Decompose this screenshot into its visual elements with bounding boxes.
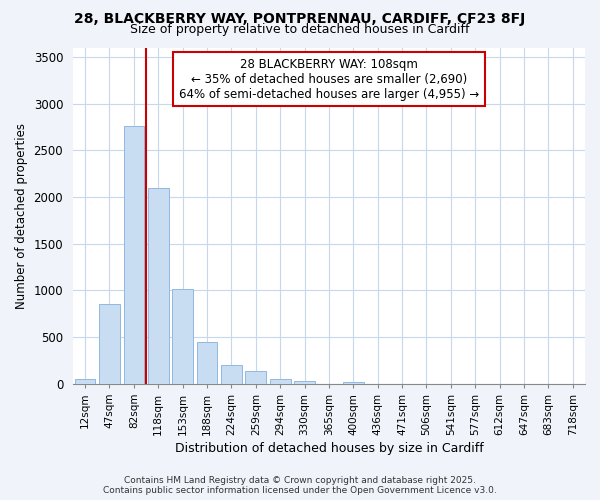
Text: Contains HM Land Registry data © Crown copyright and database right 2025.
Contai: Contains HM Land Registry data © Crown c… xyxy=(103,476,497,495)
Bar xyxy=(172,288,193,384)
Bar xyxy=(197,342,217,384)
Bar xyxy=(221,365,242,384)
Bar xyxy=(148,188,169,384)
Text: 28, BLACKBERRY WAY, PONTPRENNAU, CARDIFF, CF23 8FJ: 28, BLACKBERRY WAY, PONTPRENNAU, CARDIFF… xyxy=(74,12,526,26)
Bar xyxy=(270,379,290,384)
Bar xyxy=(99,304,120,384)
Bar xyxy=(343,382,364,384)
Bar xyxy=(294,380,315,384)
Bar xyxy=(75,379,95,384)
Y-axis label: Number of detached properties: Number of detached properties xyxy=(15,122,28,308)
Text: 28 BLACKBERRY WAY: 108sqm
← 35% of detached houses are smaller (2,690)
64% of se: 28 BLACKBERRY WAY: 108sqm ← 35% of detac… xyxy=(179,58,479,100)
Bar xyxy=(124,126,144,384)
X-axis label: Distribution of detached houses by size in Cardiff: Distribution of detached houses by size … xyxy=(175,442,484,455)
Text: Size of property relative to detached houses in Cardiff: Size of property relative to detached ho… xyxy=(130,22,470,36)
Bar xyxy=(245,371,266,384)
